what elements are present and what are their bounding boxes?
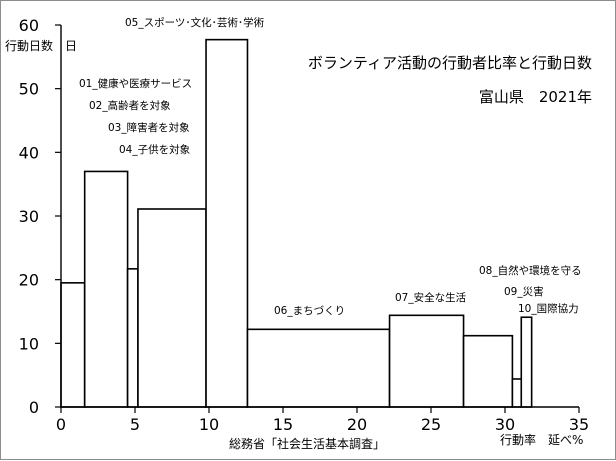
bar-label-01: 01_健康や医療サービス (79, 77, 192, 90)
bar-label-02: 02_高齢者を対象 (89, 99, 171, 112)
ticks-layer: 0 10 20 30 40 50 60 0 5 10 15 20 25 30 35 (19, 16, 590, 434)
y-tick-label: 50 (19, 80, 39, 99)
bar-08 (462, 334, 514, 408)
category-labels-layer: 01_健康や医療サービス 02_高齢者を対象 03_障害者を対象 04_子供を対象 05… (79, 16, 582, 317)
x-tick-label: 10 (199, 415, 219, 434)
x-tick-label: 15 (273, 415, 293, 434)
bar-label-04: 04_子供を対象 (119, 143, 190, 156)
bar-label-05: 05_スポーツ･文化･芸術･学術 (125, 16, 265, 29)
x-tick-label: 35 (569, 415, 589, 434)
chart-subtitle: 富山県 2021年 (479, 88, 592, 106)
bar-label-09: 09_災害 (504, 285, 544, 298)
bar-07 (388, 314, 465, 408)
chart-title: ボランティア活動の行動者比率と行動日数 (308, 54, 592, 72)
y-axis-label: 行動日数 日 (5, 38, 77, 53)
bar-05 (205, 38, 249, 408)
x-tick-label: 0 (56, 415, 66, 434)
source-label: 総務省「社会生活基本調査」 (229, 436, 385, 451)
y-tick-label: 10 (19, 334, 39, 353)
bar-10 (520, 316, 533, 408)
y-tick-label: 0 (29, 398, 39, 417)
x-axis-label: 行動率 延べ% (500, 432, 583, 447)
y-tick-label: 60 (19, 16, 39, 35)
bar-label-07: 07_安全な生活 (395, 291, 467, 304)
bar-label-06: 06_まちづくり (274, 305, 345, 317)
y-tick-label: 40 (19, 143, 39, 162)
y-tick-label: 20 (19, 271, 39, 290)
bar-09 (511, 378, 523, 408)
bar-label-08: 08_自然や環境を守る (479, 264, 582, 277)
bar-06 (246, 328, 391, 408)
bar-03 (126, 268, 139, 408)
x-tick-label: 20 (347, 415, 367, 434)
bar-label-10: 10_国際協力 (518, 302, 579, 315)
x-tick-label: 25 (421, 415, 441, 434)
bar-01 (60, 282, 86, 408)
bar-02 (83, 170, 129, 408)
bar-04 (137, 208, 207, 408)
x-tick-label: 5 (130, 415, 140, 434)
x-tick-label: 30 (495, 415, 515, 434)
y-tick-label: 30 (19, 207, 39, 226)
bars-layer (60, 38, 533, 408)
bar-label-03: 03_障害者を対象 (108, 121, 190, 134)
